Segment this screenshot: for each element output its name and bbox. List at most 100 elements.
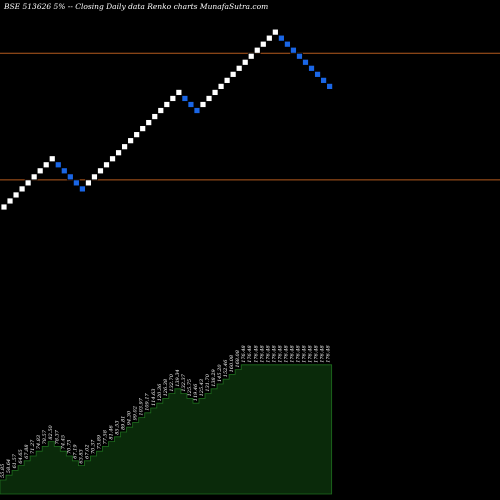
volume-label: 58.64 (6, 459, 12, 473)
up-brick (217, 83, 225, 90)
up-brick (109, 155, 116, 163)
up-brick (229, 70, 237, 78)
volume-label: 82.50 (48, 424, 54, 439)
down-brick (320, 76, 327, 84)
up-brick (169, 95, 177, 102)
down-brick (277, 34, 285, 42)
volume-label: 85.53 (115, 420, 121, 434)
down-brick (296, 52, 303, 60)
up-brick (91, 173, 98, 181)
down-brick (290, 46, 297, 54)
volume-area (0, 364, 333, 495)
volume-label: 109.17 (145, 392, 151, 410)
down-brick (302, 58, 309, 66)
volume-label: 94.30 (127, 410, 133, 425)
up-brick (85, 179, 92, 187)
up-brick (241, 58, 249, 66)
up-brick (12, 191, 20, 199)
up-brick (223, 76, 231, 84)
volume-label: 125.75 (187, 379, 193, 397)
volume-label: 126.38 (163, 379, 169, 397)
volume-label: 55.85 (0, 464, 6, 478)
up-brick (42, 161, 50, 169)
volume-label: 78.37 (54, 429, 60, 444)
up-brick (127, 137, 135, 145)
up-brick (6, 197, 14, 205)
up-brick (205, 95, 213, 102)
volume-label: 70.37 (90, 439, 96, 454)
volume-label: 63.83 (78, 449, 84, 463)
up-brick (121, 143, 128, 151)
volume-label: 61.57 (12, 453, 18, 468)
volume-label: 168.08 (235, 350, 241, 368)
volume-label: 73.89 (96, 434, 102, 449)
up-brick (18, 185, 26, 193)
volume-label: 176.48 (253, 345, 259, 363)
renko-bricks (0, 28, 334, 211)
up-brick (157, 107, 165, 114)
volume-label: 89.81 (121, 416, 127, 430)
up-brick (175, 89, 183, 96)
up-brick (163, 101, 171, 108)
chart-title: BSE 513626 5% -- Closing Daily data Renk… (3, 2, 268, 11)
volume-label: 176.48 (308, 345, 314, 363)
volume-label: 67.02 (84, 444, 90, 458)
volume-label: 176.48 (241, 345, 247, 363)
down-brick (54, 161, 62, 169)
up-brick (253, 46, 261, 54)
down-brick (78, 185, 86, 193)
up-brick (103, 161, 110, 169)
up-brick (247, 52, 255, 60)
volume-label: 119.46 (193, 383, 199, 401)
up-brick (115, 149, 122, 157)
volume-label: 81.46 (109, 424, 115, 439)
volume-label: 176.48 (295, 345, 301, 363)
volume-label: 160.08 (229, 355, 235, 373)
volume-label: 114.63 (151, 389, 157, 407)
volume-label: 176.48 (283, 345, 289, 363)
volume-label: 99.02 (133, 406, 139, 420)
volume-label: 64.65 (18, 449, 24, 463)
up-brick (265, 34, 273, 42)
volume-label: 176.48 (247, 345, 253, 363)
volume-label: 176.48 (259, 345, 265, 363)
volume-label: 139.34 (175, 369, 181, 387)
down-brick (193, 107, 201, 114)
up-brick (271, 28, 279, 36)
down-brick (72, 179, 80, 187)
up-brick (30, 173, 38, 181)
down-brick (284, 40, 291, 48)
volume-label: 71.27 (30, 439, 36, 454)
up-brick (139, 125, 147, 133)
up-brick (151, 113, 159, 120)
volume-labels: 55.85 58.64 61.57 64.65 67.88 71.27 74.83 78.57… (0, 345, 332, 478)
volume-label: 176.48 (289, 345, 295, 363)
up-brick (199, 101, 207, 108)
volume-label: 132.70 (169, 373, 175, 391)
down-brick (66, 173, 74, 181)
volume-label: 138.29 (211, 368, 217, 386)
up-brick (259, 40, 267, 48)
volume-label: 74.83 (36, 435, 42, 449)
volume-label: 74.45 (60, 435, 66, 449)
volume-label: 120.36 (157, 383, 163, 401)
volume-label: 132.37 (181, 373, 187, 391)
down-brick (181, 95, 189, 102)
volume-label: 152.46 (223, 359, 229, 377)
up-brick (24, 179, 32, 187)
up-brick (235, 64, 243, 72)
down-brick (60, 167, 68, 175)
volume-label: 176.48 (277, 345, 283, 363)
volume-label: 125.43 (199, 379, 205, 397)
volume-label: 176.48 (320, 345, 326, 363)
volume-label: 67.19 (72, 444, 78, 459)
volume-label: 77.58 (103, 430, 109, 444)
down-brick (326, 83, 334, 90)
volume-label: 67.88 (24, 444, 30, 458)
down-brick (314, 70, 321, 78)
volume-label: 176.48 (326, 345, 332, 363)
up-brick (211, 89, 219, 96)
volume-label: 78.57 (42, 429, 48, 444)
volume-label: 70.73 (66, 440, 72, 454)
